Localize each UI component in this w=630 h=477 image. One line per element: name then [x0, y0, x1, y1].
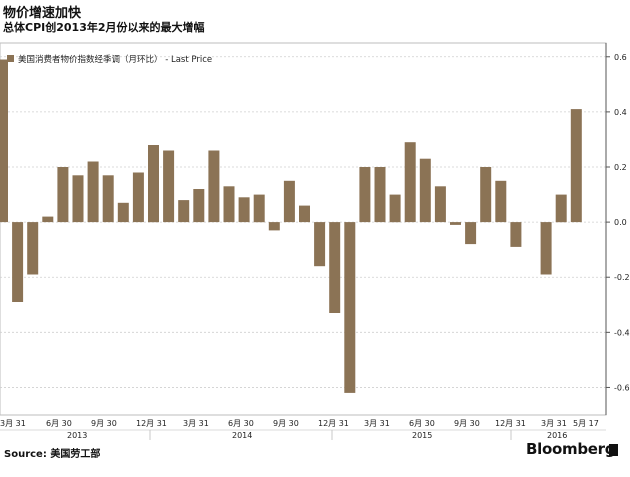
bar — [299, 205, 310, 223]
x-tick-label: 6月 30 — [409, 419, 435, 428]
bar — [163, 150, 175, 223]
bar — [283, 180, 295, 223]
bar — [148, 145, 159, 223]
bar — [329, 222, 341, 313]
y-tick-label: 0.2 — [614, 163, 627, 172]
bar — [495, 180, 507, 223]
y-tick-label: -0.2 — [614, 273, 630, 282]
bar — [450, 222, 461, 225]
year-label: 2016 — [547, 431, 567, 440]
x-tick-label: 9月 30 — [273, 419, 299, 428]
brand-mark-icon — [609, 444, 618, 456]
legend: 美国消费者物价指数经季调（月环比） - Last Price — [7, 54, 212, 65]
x-axis: 3月 31 6月 30 9月 30 12月 31 3月 31 6月 30 9月 30 12月 … — [0, 419, 606, 440]
chart-subtitle: 总体CPI创2013年2月份以来的最大增幅 — [3, 21, 205, 34]
bar — [12, 222, 24, 302]
bar — [314, 222, 326, 267]
bar — [87, 161, 99, 223]
legend-label: 美国消费者物价指数经季调（月环比） - Last Price — [18, 54, 212, 65]
bar — [404, 142, 416, 223]
x-tick-label: 9月 30 — [91, 419, 117, 428]
bar — [268, 222, 280, 231]
x-tick-label: 3月 31 — [364, 419, 390, 428]
x-tick-label: 12月 31 — [495, 419, 526, 428]
x-tick-label: 6月 30 — [228, 419, 254, 428]
y-tick-label: -0.4 — [614, 328, 630, 337]
x-tick-label: 3月 31 — [183, 419, 209, 428]
bar — [374, 167, 386, 223]
bar — [555, 194, 567, 223]
bar — [178, 200, 190, 223]
bar — [253, 194, 265, 223]
bar — [208, 150, 220, 223]
x-tick-label: 9月 30 — [454, 419, 480, 428]
bar — [132, 172, 144, 223]
x-tick-label: 6月 30 — [46, 419, 72, 428]
bar — [117, 202, 129, 223]
bar — [27, 222, 39, 275]
year-label: 2013 — [67, 431, 87, 440]
y-tick-label: -0.6 — [614, 383, 630, 392]
x-tick-label: 12月 31 — [136, 419, 167, 428]
y-axis: 0.6 0.4 0.2 0.0 -0.2 -0.4 -0.6 — [605, 43, 630, 415]
legend-swatch — [7, 55, 14, 62]
bar — [0, 59, 8, 223]
grid-lines — [0, 56, 606, 388]
y-tick-label: 0.6 — [614, 53, 627, 62]
bar — [389, 194, 401, 223]
source-note: Source: 美国劳工部 — [4, 449, 101, 460]
x-tick-label: 12月 31 — [318, 419, 349, 428]
bar — [72, 175, 84, 223]
bar — [42, 216, 54, 223]
bar — [570, 109, 582, 223]
bar — [465, 222, 477, 245]
x-tick-label: 3月 31 — [541, 419, 567, 428]
bar — [480, 167, 492, 223]
chart-title: 物价增速加快 — [3, 6, 82, 21]
y-tick-label: 0.4 — [614, 108, 627, 117]
bar — [540, 222, 552, 275]
y-tick-label: 0.0 — [614, 218, 627, 227]
bar — [419, 158, 431, 223]
bar — [193, 189, 205, 223]
bar — [223, 186, 235, 223]
x-tick-label: 3月 31 — [0, 419, 26, 428]
brand-logo: Bloomberg — [526, 440, 616, 458]
bar — [344, 222, 356, 393]
bar — [359, 167, 371, 223]
bar — [238, 197, 250, 223]
bar — [57, 167, 69, 223]
year-label: 2014 — [232, 431, 252, 440]
bar — [510, 222, 522, 247]
bar — [102, 175, 114, 223]
x-tick-label: 5月 17 — [573, 419, 599, 428]
bars — [0, 59, 582, 393]
bar — [434, 186, 446, 223]
year-label: 2015 — [412, 431, 432, 440]
